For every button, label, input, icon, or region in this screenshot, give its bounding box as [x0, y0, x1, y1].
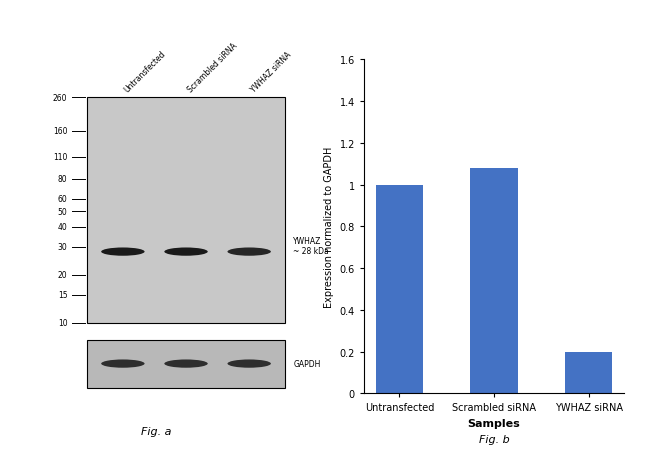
Bar [87, 98, 285, 323]
Ellipse shape [227, 248, 271, 256]
Text: 40: 40 [58, 223, 68, 232]
Text: Untransfected: Untransfected [123, 49, 168, 94]
Bar [565, 352, 612, 394]
Text: YWHAZ
~ 28 kDa: YWHAZ ~ 28 kDa [293, 236, 329, 256]
Text: 30: 30 [58, 243, 68, 252]
Text: Fig. a: Fig. a [141, 425, 171, 436]
Bar [376, 185, 423, 394]
Y-axis label: Expression normalized to GAPDH: Expression normalized to GAPDH [324, 146, 334, 307]
Text: 20: 20 [58, 271, 68, 280]
X-axis label: Samples: Samples [467, 418, 521, 428]
Text: 260: 260 [53, 94, 68, 103]
Ellipse shape [101, 360, 144, 368]
Text: 160: 160 [53, 127, 68, 136]
Text: GAPDH: GAPDH [293, 359, 320, 368]
Ellipse shape [164, 360, 208, 368]
Ellipse shape [101, 248, 144, 256]
Text: 15: 15 [58, 291, 68, 300]
Text: 50: 50 [58, 207, 68, 217]
Text: Fig. b: Fig. b [478, 434, 510, 444]
Text: YWHAZ siRNA: YWHAZ siRNA [249, 50, 293, 94]
Text: 60: 60 [58, 195, 68, 204]
Ellipse shape [164, 248, 208, 256]
Text: 110: 110 [53, 153, 68, 162]
Ellipse shape [227, 360, 271, 368]
Text: 10: 10 [58, 319, 68, 328]
Bar [87, 340, 285, 388]
Text: Scrambled siRNA: Scrambled siRNA [186, 41, 239, 94]
Bar [471, 169, 517, 394]
Text: 80: 80 [58, 175, 68, 184]
